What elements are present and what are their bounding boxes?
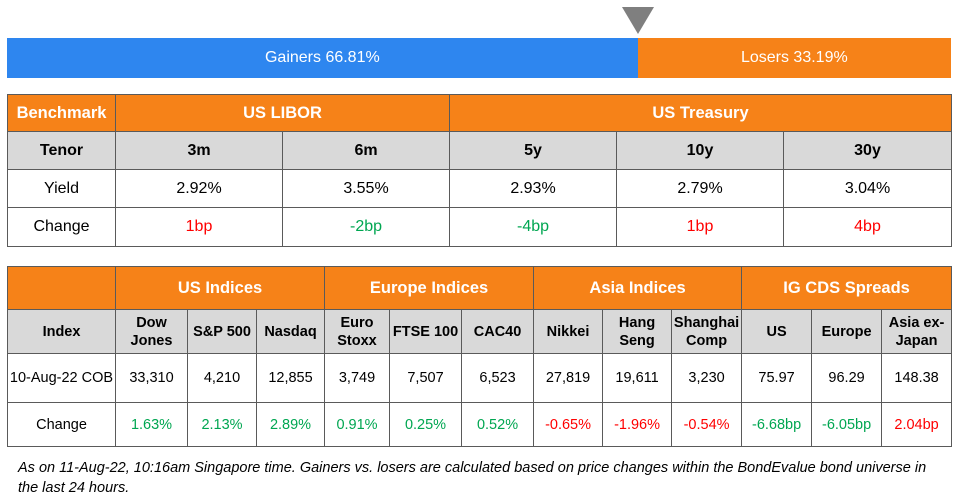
- index-name-line: Shanghai: [673, 314, 740, 331]
- gainers-label: Gainers 66.81%: [264, 49, 380, 66]
- gainers-losers-bar: Gainers 66.81% Losers 33.19%: [7, 38, 951, 78]
- index-name-line: Dow: [136, 314, 167, 331]
- index-change-cell: 0.52%: [461, 402, 535, 447]
- index-change-cell: 2.89%: [255, 402, 326, 447]
- yield-cell: 2.93%: [449, 169, 617, 208]
- index-name-cell: Europe: [811, 309, 883, 354]
- index-name-cell: Dow Jones: [115, 309, 188, 354]
- tenor-cell: 6m: [282, 131, 450, 170]
- yield-label: Yield: [7, 169, 116, 208]
- benchmark-header: Benchmark: [7, 94, 116, 132]
- group-header-us-treasury: US Treasury: [449, 94, 952, 132]
- yield-cell: 2.92%: [115, 169, 283, 208]
- group-header-us-indices: US Indices: [114, 266, 326, 310]
- index-name-line: S&P 500: [193, 323, 251, 340]
- index-value-cell: 7,507: [389, 353, 463, 403]
- rates-table: Benchmark US LIBOR US Treasury Tenor 3m …: [7, 94, 952, 247]
- index-value-cell: 3,749: [324, 353, 391, 403]
- tenor-cell: 5y: [449, 131, 617, 170]
- change-label: Change: [7, 207, 116, 247]
- index-value-cell: 4,210: [187, 353, 257, 403]
- gainers-segment: Gainers 66.81%: [7, 38, 638, 78]
- change-cell: -2bp: [282, 207, 450, 247]
- index-label: Index: [7, 309, 116, 354]
- index-name-line: Hang: [618, 314, 656, 331]
- group-header-ig-cds-spreads: IG CDS Spreads: [741, 266, 953, 310]
- index-name-line: Comp: [686, 332, 728, 349]
- index-name-cell: Asia ex- Japan: [881, 309, 953, 354]
- change-label: Change: [7, 402, 116, 447]
- index-change-cell: 2.04bp: [881, 402, 953, 447]
- index-name-cell: CAC40: [461, 309, 535, 354]
- index-change-cell: 0.91%: [324, 402, 391, 447]
- change-cell: -4bp: [449, 207, 617, 247]
- index-name-line: Nasdaq: [264, 323, 317, 340]
- index-name-line: Nikkei: [546, 323, 590, 340]
- index-name-line: FTSE 100: [392, 323, 459, 340]
- losers-label: Losers 33.19%: [740, 49, 848, 66]
- index-name-line: Europe: [821, 323, 872, 340]
- breadth-pointer-icon: [622, 7, 654, 34]
- index-change-cell: 1.63%: [115, 402, 188, 447]
- tenor-cell: 3m: [115, 131, 283, 170]
- date-label: 10-Aug-22 COB: [7, 353, 116, 403]
- group-header-europe-indices: Europe Indices: [324, 266, 535, 310]
- yield-cell: 3.04%: [783, 169, 952, 208]
- index-name-line: CAC40: [473, 323, 522, 340]
- index-value-cell: 75.97: [741, 353, 813, 403]
- index-change-cell: -6.05bp: [811, 402, 883, 447]
- index-change-cell: -6.68bp: [741, 402, 813, 447]
- index-change-cell: 2.13%: [187, 402, 257, 447]
- index-name-cell: US: [741, 309, 813, 354]
- index-name-cell: FTSE 100: [389, 309, 463, 354]
- footnote: As on 11-Aug-22, 10:16am Singapore time.…: [18, 460, 927, 496]
- tenor-cell: 30y: [783, 131, 952, 170]
- index-value-cell: 148.38: [881, 353, 953, 403]
- indices-table: US Indices Europe Indices Asia Indices I…: [7, 266, 953, 447]
- index-name-line: US: [766, 323, 787, 340]
- index-name-line: Stoxx: [337, 332, 377, 349]
- index-name-line: Japan: [895, 332, 938, 349]
- index-name-cell: Shanghai Comp: [671, 309, 743, 354]
- index-name-line: Seng: [619, 332, 655, 349]
- tenor-cell: 10y: [616, 131, 784, 170]
- index-value-cell: 19,611: [602, 353, 673, 403]
- index-value-cell: 27,819: [533, 353, 604, 403]
- index-name-cell: Hang Seng: [602, 309, 673, 354]
- index-change-cell: -0.54%: [671, 402, 743, 447]
- index-name-line: Euro: [340, 314, 374, 331]
- index-value-cell: 3,230: [671, 353, 743, 403]
- index-change-cell: 0.25%: [389, 402, 463, 447]
- index-name-line: Jones: [130, 332, 173, 349]
- index-name-cell: Euro Stoxx: [324, 309, 391, 354]
- index-change-cell: -1.96%: [602, 402, 673, 447]
- index-name-cell: S&P 500: [187, 309, 257, 354]
- index-value-cell: 6,523: [461, 353, 535, 403]
- group-header-us-libor: US LIBOR: [115, 94, 450, 132]
- index-name-line: Asia ex-: [888, 314, 945, 331]
- index-value-cell: 33,310: [115, 353, 188, 403]
- yield-cell: 3.55%: [282, 169, 450, 208]
- yield-cell: 2.79%: [616, 169, 784, 208]
- group-header-asia-indices: Asia Indices: [533, 266, 743, 310]
- change-cell: 1bp: [115, 207, 283, 247]
- losers-segment: Losers 33.19%: [637, 38, 951, 78]
- index-name-cell: Nasdaq: [255, 309, 326, 354]
- change-cell: 4bp: [783, 207, 952, 247]
- index-change-cell: -0.65%: [533, 402, 604, 447]
- tenor-label: Tenor: [7, 131, 116, 170]
- index-value-cell: 96.29: [811, 353, 883, 403]
- change-cell: 1bp: [616, 207, 784, 247]
- index-name-cell: Nikkei: [533, 309, 604, 354]
- indices-corner: [7, 266, 116, 310]
- index-value-cell: 12,855: [255, 353, 326, 403]
